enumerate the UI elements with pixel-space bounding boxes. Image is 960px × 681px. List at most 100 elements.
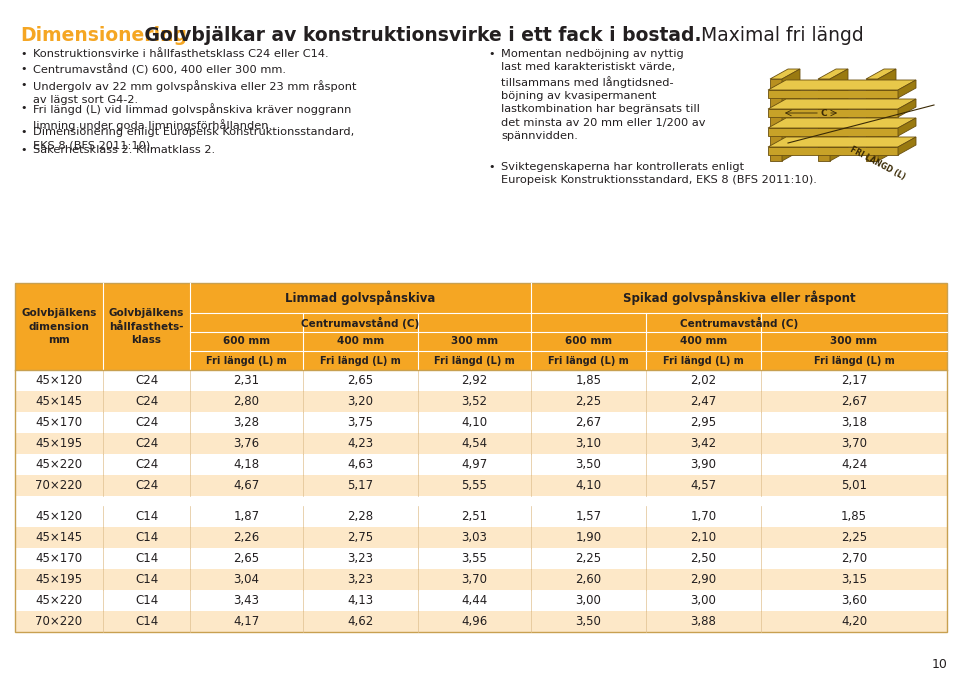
Text: 4,63: 4,63 [348, 458, 373, 471]
Text: 300 mm: 300 mm [451, 336, 498, 347]
Text: •: • [20, 49, 27, 59]
Polygon shape [768, 118, 916, 128]
Bar [15, 611, 947, 632]
Polygon shape [770, 69, 800, 79]
Text: 4,97: 4,97 [462, 458, 488, 471]
Text: 2,80: 2,80 [233, 395, 259, 408]
Bar [15, 454, 947, 475]
Text: 2,02: 2,02 [690, 374, 716, 387]
Text: 3,15: 3,15 [841, 573, 867, 586]
Bar [15, 506, 947, 527]
Text: 2,25: 2,25 [575, 395, 602, 408]
Text: C24: C24 [134, 479, 158, 492]
Text: Spikad golvspånskiva eller råspont: Spikad golvspånskiva eller råspont [623, 291, 855, 305]
Text: 45×170: 45×170 [36, 416, 83, 429]
Text: 4,44: 4,44 [462, 594, 488, 607]
Text: Limmad golvspånskiva: Limmad golvspånskiva [285, 291, 436, 305]
Text: 4,10: 4,10 [462, 416, 488, 429]
Text: 600 mm: 600 mm [223, 336, 270, 347]
Text: •: • [20, 80, 27, 90]
Polygon shape [898, 118, 916, 136]
Text: C14: C14 [134, 510, 158, 523]
Text: Säkerhetsklass 2. Klimatklass 2.: Säkerhetsklass 2. Klimatklass 2. [33, 145, 215, 155]
Text: 3,90: 3,90 [690, 458, 716, 471]
Text: 3,70: 3,70 [462, 573, 488, 586]
Text: Fri längd (L) vid limmad golvspånskiva kräver noggrann
limning under goda limnin: Fri längd (L) vid limmad golvspånskiva k… [33, 103, 351, 131]
Text: 4,17: 4,17 [233, 615, 259, 628]
Text: Centrumavstånd (C) 600, 400 eller 300 mm.: Centrumavstånd (C) 600, 400 eller 300 mm… [33, 64, 286, 76]
Text: Fri längd (L) m: Fri längd (L) m [434, 355, 515, 366]
Text: FRI LÄNGD (L): FRI LÄNGD (L) [849, 144, 907, 181]
Text: C14: C14 [134, 594, 158, 607]
Bar [15, 569, 947, 590]
Text: 2,50: 2,50 [690, 552, 716, 565]
Text: 2,70: 2,70 [841, 552, 867, 565]
Polygon shape [866, 69, 896, 79]
Text: 4,20: 4,20 [841, 615, 867, 628]
Text: Golvbjälkens
dimension
mm: Golvbjälkens dimension mm [21, 308, 97, 345]
Text: 3,20: 3,20 [348, 395, 373, 408]
Text: 1,70: 1,70 [690, 510, 716, 523]
Text: 4,54: 4,54 [462, 437, 488, 450]
Polygon shape [782, 69, 800, 161]
Text: 5,17: 5,17 [348, 479, 373, 492]
Text: 3,04: 3,04 [233, 573, 259, 586]
Text: Undergolv av 22 mm golvspånskiva eller 23 mm råspont
av lägst sort G4-2.: Undergolv av 22 mm golvspånskiva eller 2… [33, 80, 356, 105]
Polygon shape [768, 109, 898, 117]
Text: 3,28: 3,28 [233, 416, 259, 429]
Text: Fri längd (L) m: Fri längd (L) m [548, 355, 629, 366]
Bar [15, 412, 947, 433]
Text: 3,60: 3,60 [841, 594, 867, 607]
Text: •: • [20, 145, 27, 155]
Text: C14: C14 [134, 615, 158, 628]
Text: 2,17: 2,17 [841, 374, 867, 387]
Text: 3,18: 3,18 [841, 416, 867, 429]
Polygon shape [768, 90, 898, 98]
Text: 3,50: 3,50 [576, 615, 601, 628]
Text: 3,55: 3,55 [462, 552, 488, 565]
Text: Konstruktionsvirke i hållfasthetsklass C24 eller C14.: Konstruktionsvirke i hållfasthetsklass C… [33, 49, 328, 59]
Text: 3,42: 3,42 [690, 437, 716, 450]
Text: 2,92: 2,92 [462, 374, 488, 387]
Text: C14: C14 [134, 531, 158, 544]
Text: Momentan nedböjning av nyttig
last med karakteristiskt värde,
tillsammans med lå: Momentan nedböjning av nyttig last med k… [501, 49, 706, 141]
Text: 45×195: 45×195 [36, 437, 83, 450]
Text: C24: C24 [134, 395, 158, 408]
Text: 3,88: 3,88 [690, 615, 716, 628]
Bar [15, 475, 947, 496]
Text: 2,26: 2,26 [233, 531, 259, 544]
Text: 2,95: 2,95 [690, 416, 716, 429]
Text: Fri längd (L) m: Fri längd (L) m [320, 355, 401, 366]
Text: 2,47: 2,47 [690, 395, 716, 408]
Text: •: • [488, 162, 494, 172]
Text: C24: C24 [134, 374, 158, 387]
Text: 45×120: 45×120 [36, 374, 83, 387]
Text: 3,23: 3,23 [348, 573, 373, 586]
Text: 3,00: 3,00 [576, 594, 601, 607]
Text: C14: C14 [134, 552, 158, 565]
Bar [15, 590, 947, 611]
Text: 3,43: 3,43 [233, 594, 259, 607]
Text: 4,10: 4,10 [575, 479, 602, 492]
Text: 4,23: 4,23 [348, 437, 373, 450]
Text: 2,25: 2,25 [841, 531, 867, 544]
Text: 2,90: 2,90 [690, 573, 716, 586]
Text: 2,28: 2,28 [348, 510, 373, 523]
Text: 3,23: 3,23 [348, 552, 373, 565]
Text: Fri längd (L) m: Fri längd (L) m [814, 355, 895, 366]
Text: 45×170: 45×170 [36, 552, 83, 565]
Bar [15, 548, 947, 569]
Text: Sviktegenskaperna har kontrollerats enligt
Europeisk Konstruktionsstandard, EKS : Sviktegenskaperna har kontrollerats enli… [501, 162, 817, 185]
Text: Fri längd (L) m: Fri längd (L) m [206, 355, 287, 366]
Text: Centrumavstånd (C): Centrumavstånd (C) [680, 317, 798, 328]
Text: 4,57: 4,57 [690, 479, 716, 492]
Text: C: C [821, 108, 828, 118]
Text: 1,57: 1,57 [575, 510, 602, 523]
Text: 2,25: 2,25 [575, 552, 602, 565]
Polygon shape [768, 128, 898, 136]
Text: C24: C24 [134, 437, 158, 450]
Bar [15, 527, 947, 548]
Text: 5,01: 5,01 [841, 479, 867, 492]
Polygon shape [830, 69, 848, 161]
Text: 3,03: 3,03 [462, 531, 488, 544]
